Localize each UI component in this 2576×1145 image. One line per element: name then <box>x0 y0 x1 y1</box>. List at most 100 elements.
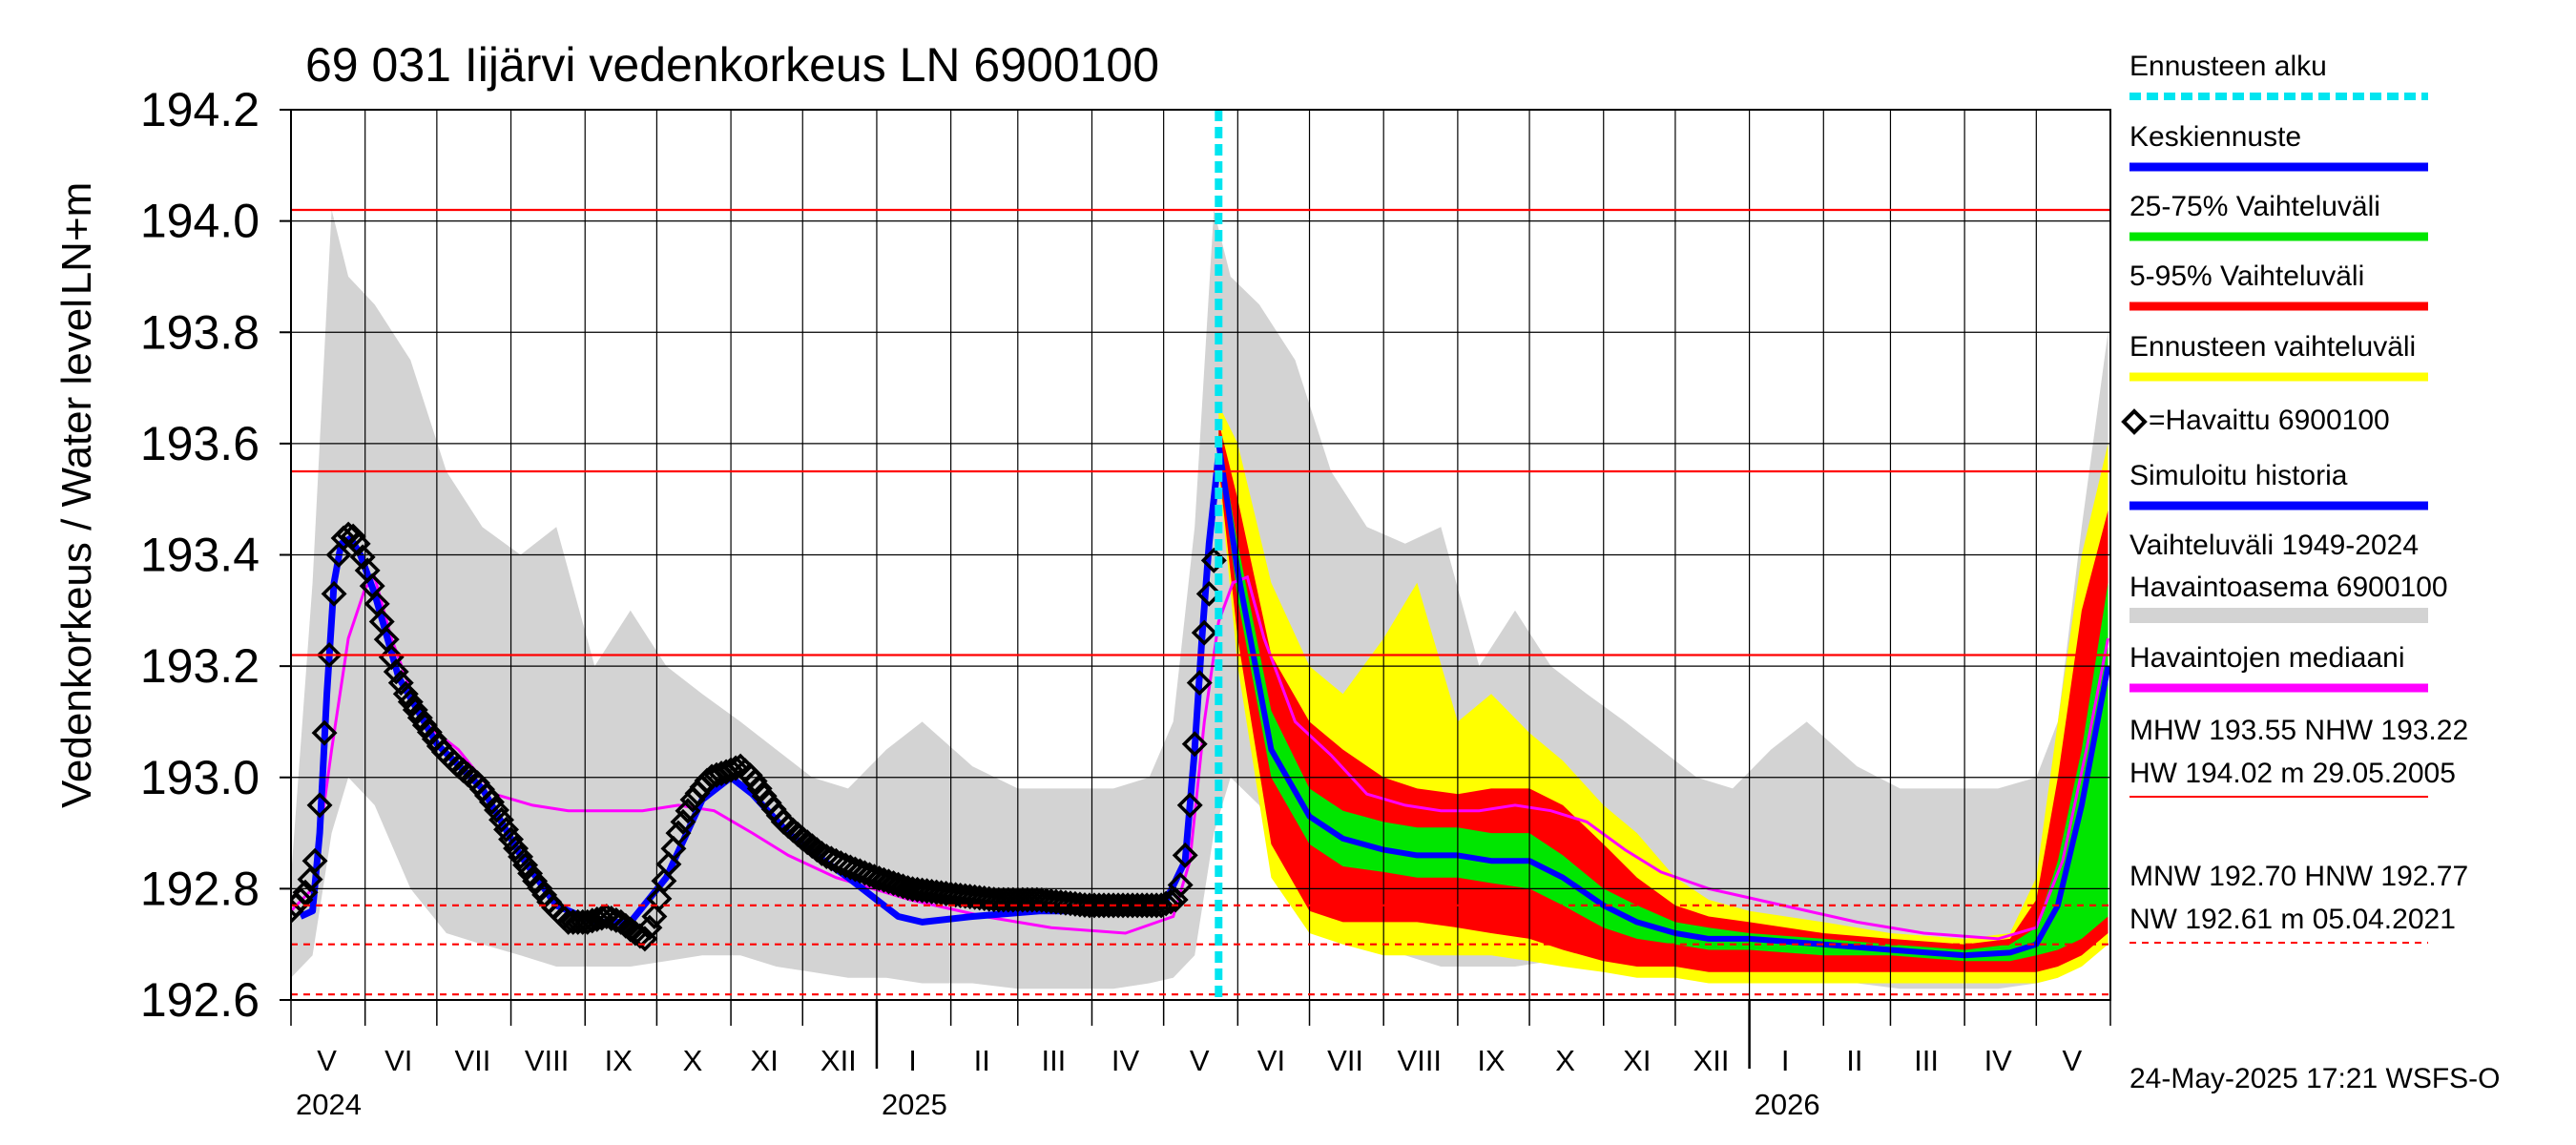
observed-marker <box>641 904 668 930</box>
legend-swatch <box>2129 608 2428 623</box>
legend-label: =Havaittu 6900100 <box>2149 405 2390 436</box>
legend-label: Keskiennuste <box>2129 121 2301 153</box>
chart-title: 69 031 Iijärvi vedenkorkeus LN 6900100 <box>305 38 1159 92</box>
observed-marker <box>1176 792 1203 819</box>
observed-marker <box>1186 670 1213 697</box>
stats-line: MHW 193.55 NHW 193.22 <box>2129 715 2468 746</box>
month-label: X <box>1555 1044 1575 1077</box>
month-label: I <box>908 1044 917 1077</box>
observed-marker <box>291 886 314 913</box>
month-label: II <box>974 1044 990 1077</box>
observed-marker <box>655 851 682 878</box>
observed-marker <box>660 835 687 862</box>
observed-marker <box>503 835 530 862</box>
month-label: VI <box>384 1044 412 1077</box>
legend-label: Vaihteluväli 1949-2024 <box>2129 530 2419 561</box>
month-label: VII <box>454 1044 490 1077</box>
observed-marker <box>574 908 601 935</box>
y-axis-label: Vedenkorkeus / Water level <box>53 299 100 808</box>
observed-marker <box>392 680 419 707</box>
stats-line: MNW 192.70 HNW 192.77 <box>2129 861 2468 892</box>
observed-marker <box>1162 886 1189 913</box>
observed-marker <box>1181 731 1208 758</box>
stats-line: NW 192.61 m 05.04.2021 <box>2129 904 2456 935</box>
observed-marker <box>1191 619 1217 646</box>
observed-marker <box>493 816 520 843</box>
observed-marker <box>383 658 409 685</box>
y-tick-label: 193.2 <box>140 639 260 693</box>
observed-marker <box>1153 890 1179 917</box>
observed-marker <box>321 580 347 607</box>
month-label: IV <box>1111 1044 1140 1077</box>
month-label: X <box>683 1044 703 1077</box>
observed-marker <box>316 641 343 668</box>
observed-marker <box>1195 580 1222 607</box>
month-label: XII <box>1693 1044 1730 1077</box>
y-axis-unit-label: LN+m <box>53 182 100 296</box>
month-label: IV <box>1984 1044 2013 1077</box>
year-label: 2024 <box>296 1088 362 1121</box>
observed-marker <box>895 875 922 902</box>
observed-marker <box>589 905 615 931</box>
legend-label: 25-75% Vaihteluväli <box>2129 191 2380 222</box>
observed-legend-marker <box>2121 408 2148 435</box>
legend-label: Ennusteen vaihteluväli <box>2129 331 2416 363</box>
stats-line: HW 194.02 m 29.05.2005 <box>2129 758 2456 789</box>
month-label: XI <box>751 1044 779 1077</box>
month-label: XII <box>821 1044 857 1077</box>
month-label: IX <box>605 1044 634 1077</box>
y-tick-label: 193.0 <box>140 751 260 804</box>
observed-marker <box>512 852 539 879</box>
observed-marker <box>301 847 328 874</box>
observed-marker <box>387 670 414 697</box>
median-observations-line <box>291 573 2109 941</box>
observed-marker <box>1167 872 1194 898</box>
month-label: VIII <box>525 1044 570 1077</box>
observed-marker <box>340 523 366 550</box>
month-label: VII <box>1327 1044 1363 1077</box>
observed-marker <box>646 885 673 912</box>
y-tick-label: 192.8 <box>140 862 260 915</box>
year-label: 2026 <box>1755 1088 1820 1121</box>
month-label: III <box>1914 1044 1939 1077</box>
observed-marker <box>325 542 352 568</box>
observed-marker <box>297 866 323 893</box>
observed-marker <box>746 775 773 802</box>
y-tick-label: 193.6 <box>140 417 260 470</box>
observed-marker <box>508 843 534 870</box>
y-tick-label: 192.6 <box>140 973 260 1027</box>
observed-marker <box>517 860 544 886</box>
observed-marker <box>479 789 505 816</box>
axes: 192.6 192.8 193.0 193.2 193.4 193.6 193.8 194.0… <box>53 38 2111 1121</box>
observed-marker <box>311 719 338 746</box>
observed-marker <box>349 544 376 571</box>
legend-label: Havaintojen mediaani <box>2129 642 2405 674</box>
legend-label: 5-95% Vaihteluväli <box>2129 260 2364 292</box>
month-label: IX <box>1477 1044 1506 1077</box>
observed-marker <box>484 797 509 823</box>
observed-marker <box>406 704 433 731</box>
month-label: VIII <box>1398 1044 1443 1077</box>
month-label: III <box>1041 1044 1066 1077</box>
historical-range-band <box>291 210 2109 989</box>
reference-lines <box>291 208 2110 996</box>
observed-marker <box>1172 842 1198 868</box>
month-label: II <box>1846 1044 1862 1077</box>
observed-marker <box>306 792 333 819</box>
legend-label-secondary: Havaintoasema 6900100 <box>2129 572 2448 603</box>
month-label: V <box>2063 1044 2083 1077</box>
month-label: XI <box>1623 1044 1651 1077</box>
month-label: I <box>1781 1044 1790 1077</box>
observed-marker <box>402 697 428 723</box>
y-tick-label: 193.8 <box>140 305 260 359</box>
month-label: V <box>317 1044 337 1077</box>
timestamp: 24-May-2025 17:21 WSFS-O <box>2129 1063 2501 1094</box>
legend-label: Ennusteen alku <box>2129 51 2327 82</box>
year-label: 2025 <box>882 1088 947 1121</box>
plot-content <box>291 210 2110 989</box>
plot-area <box>290 109 2111 1001</box>
month-label: VI <box>1257 1044 1285 1077</box>
median-forecast-line <box>1215 443 2110 959</box>
observed-marker <box>488 806 514 833</box>
